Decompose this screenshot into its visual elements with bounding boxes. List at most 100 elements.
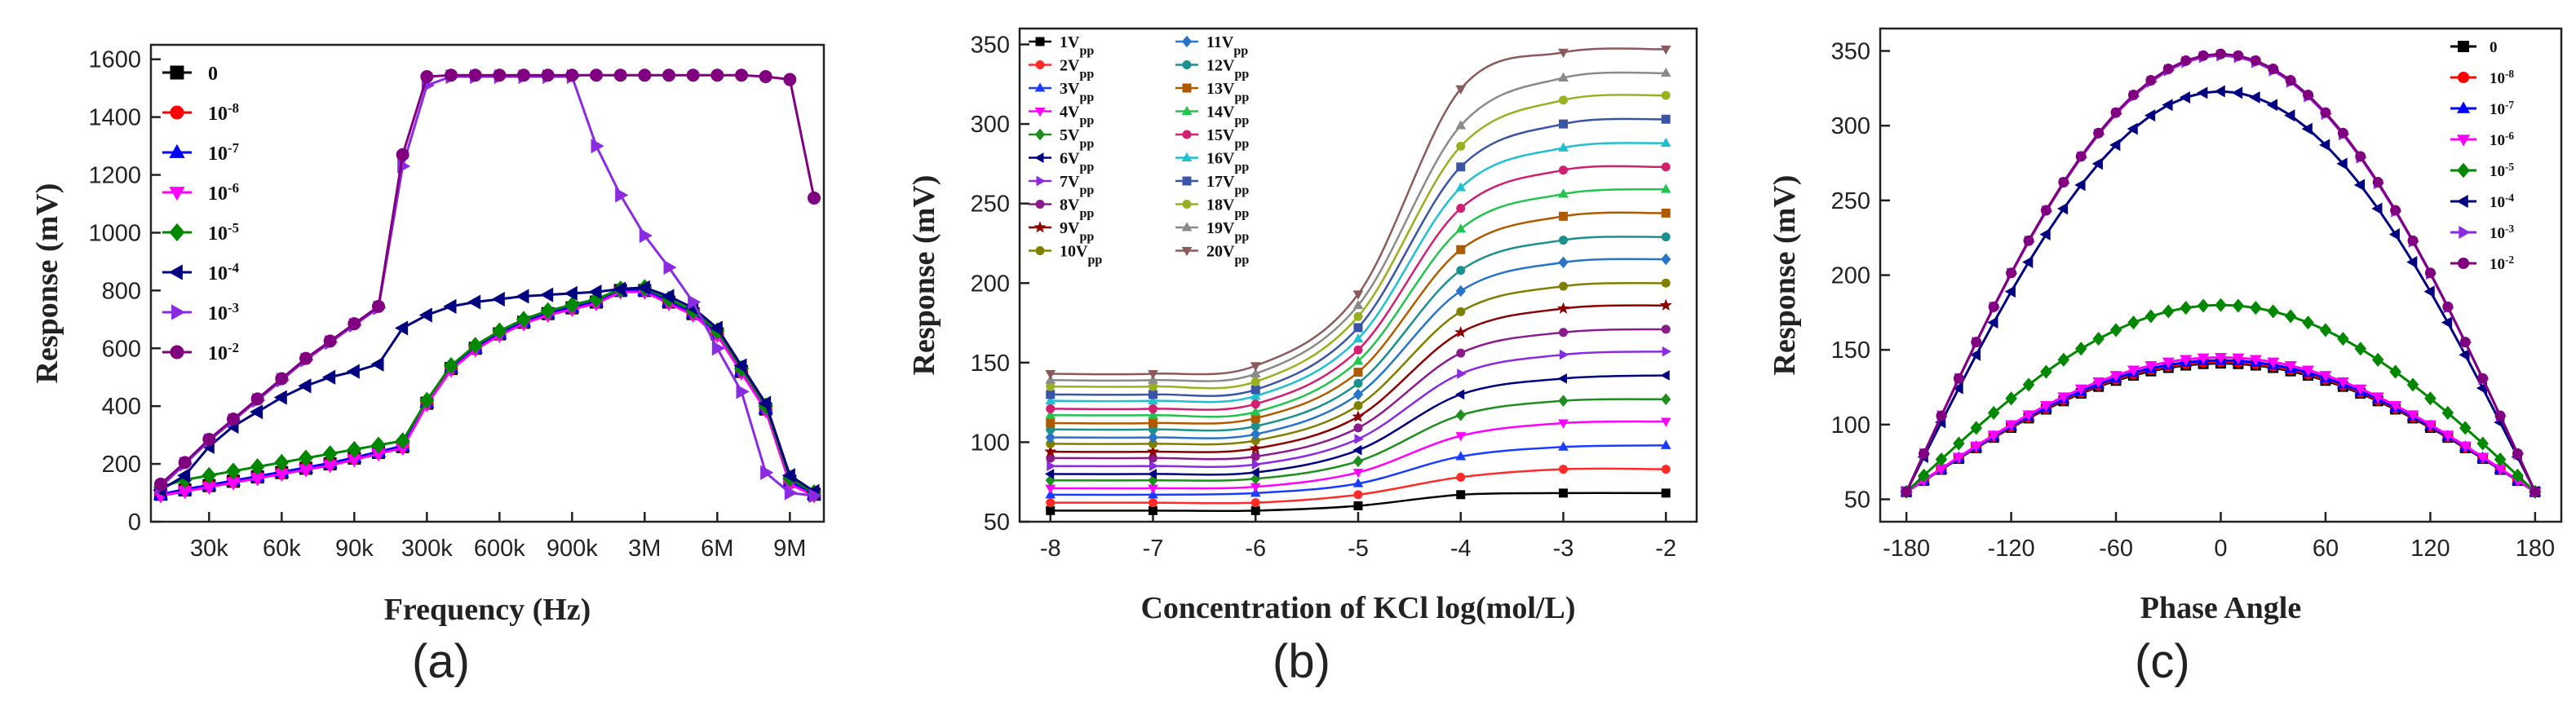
chart-c-series-5 (1900, 85, 2540, 498)
chart-c-data-point (2249, 91, 2260, 104)
chart-c-data-point (2092, 332, 2105, 346)
chart-b-data-point (1250, 362, 1261, 372)
chart-b-data-point (1353, 423, 1363, 433)
chart-a-data-point (346, 364, 360, 379)
chart-c-legend-marker (2456, 101, 2471, 113)
chart-c-data-point (2284, 360, 2297, 373)
chart-a-data-point (591, 138, 604, 154)
chart-b-legend-marker (1181, 152, 1193, 161)
chart-c-data-point (2388, 228, 2400, 240)
chart-a-xtick-label: 90k (335, 536, 374, 562)
chart-b-data-point (1661, 465, 1671, 474)
chart-b-data-point (1662, 346, 1672, 357)
chart-b-data-point (1045, 409, 1056, 419)
chart-b-data-point (1455, 85, 1467, 95)
chart-c-legend-label: 10-2 (2490, 254, 2514, 274)
chart-c-series-7 (1901, 48, 2541, 497)
chart-b-ytick-label: 300 (971, 112, 1010, 138)
chart-a-data-point (711, 341, 725, 356)
chart-a-legend-marker (169, 187, 185, 201)
chart-c-data-point (2371, 392, 2384, 404)
chart-b-xtick-label: -2 (1655, 536, 1676, 562)
chart-b-legend-marker (1181, 222, 1193, 232)
chart-c-data-point (2022, 256, 2034, 268)
chart-a-data-point (736, 384, 750, 399)
chart-c-series-line (1905, 359, 2536, 493)
chart-b-legend-label: 1Vpp (1060, 33, 1094, 58)
chart-a-data-point (662, 68, 675, 82)
chart-b-data-point (1456, 472, 1466, 482)
chart-b-data-point (1352, 355, 1364, 365)
chart-b-legend-marker (1182, 200, 1192, 209)
chart-a-data-point (808, 487, 822, 504)
chart-a-frequency-response: 0 200 400 600 800 1000 1200 1400 1600 30k 60k 90k 30… (30, 43, 825, 627)
chart-a-legend-marker (168, 264, 183, 280)
chart-b-data-point (1046, 505, 1056, 515)
chart-a-legend-marker (169, 223, 185, 242)
chart-c-data-point (1953, 436, 1965, 451)
chart-c-series-line (1905, 54, 2537, 492)
chart-b-data-point (1250, 406, 1261, 416)
chart-c-data-point (2250, 55, 2261, 66)
chart-c-data-point (2441, 316, 2453, 329)
chart-b-legend-marker (1182, 60, 1192, 69)
chart-b-legend-label: 19Vpp (1206, 219, 1249, 244)
chart-b-data-point (1659, 298, 1672, 311)
chart-a-data-point (347, 440, 362, 458)
chart-b-ytick-label: 250 (971, 192, 1010, 218)
chart-b-data-point (1353, 345, 1363, 355)
chart-c-data-point (2005, 420, 2018, 431)
chart-a-data-point (784, 485, 798, 501)
chart-c-data-point (2144, 360, 2158, 373)
chart-c-data-point (1936, 410, 1947, 421)
chart-b-data-point (1352, 333, 1364, 343)
chart-a-data-point (564, 285, 578, 302)
chart-b-data-point (1559, 236, 1569, 245)
chart-a-series-5 (153, 280, 820, 499)
chart-c-data-point (2406, 410, 2419, 421)
chart-c-legend-marker (2457, 162, 2470, 179)
chart-c-data-point (2056, 202, 2069, 215)
chart-b-xtick-label: -7 (1143, 536, 1164, 562)
chart-a-data-point (613, 281, 626, 297)
chart-a-series-7 (154, 68, 821, 491)
chart-a-data-point (516, 289, 529, 304)
chart-b-legend-marker (1182, 130, 1192, 139)
chart-b-data-point (1661, 90, 1671, 100)
chart-c-data-point (2371, 202, 2383, 215)
chart-c-data-point (2057, 352, 2070, 367)
chart-c-data-point (2424, 267, 2436, 279)
chart-c-series-2 (1900, 354, 2542, 496)
chart-a-legend-label: 10-3 (208, 300, 239, 325)
chart-b-data-point (1352, 455, 1364, 468)
chart-c-series-line (1905, 303, 2536, 493)
chart-c-data-point (2336, 157, 2348, 170)
chart-c-series-3 (1900, 353, 2542, 499)
chart-b-legend-marker (1034, 82, 1046, 92)
chart-b-data-point (1044, 445, 1057, 457)
chart-a-series-4 (153, 279, 821, 502)
chart-a-data-point (783, 73, 797, 86)
chart-c-data-point (2407, 235, 2419, 246)
chart-c-legend-marker (2456, 135, 2471, 147)
chart-c-series-line (1905, 362, 2536, 493)
chart-c-data-point (2215, 353, 2227, 364)
chart-c-data-point (2127, 315, 2140, 330)
chart-c-data-point (2109, 139, 2121, 152)
chart-c-data-point (2476, 452, 2490, 464)
chart-c-data-point (2390, 205, 2401, 216)
chart-b-series-12 (1046, 208, 1671, 428)
chart-b-data-point (1352, 388, 1364, 401)
chart-c-data-point (1901, 486, 1912, 497)
chart-b-legend-marker (1182, 176, 1192, 186)
chart-b-data-point (1148, 390, 1157, 399)
chart-c-xtick-label: 60 (2313, 536, 2339, 562)
chart-c-data-point (2180, 55, 2192, 66)
chart-c-data-point (2214, 85, 2225, 98)
chart-c-data-point (2423, 420, 2437, 431)
chart-b-data-point (1353, 490, 1363, 500)
chart-c-data-point (2337, 332, 2349, 346)
chart-b-data-point (1250, 399, 1260, 409)
chart-a-data-point (661, 289, 675, 304)
chart-b-data-point (1558, 142, 1569, 152)
